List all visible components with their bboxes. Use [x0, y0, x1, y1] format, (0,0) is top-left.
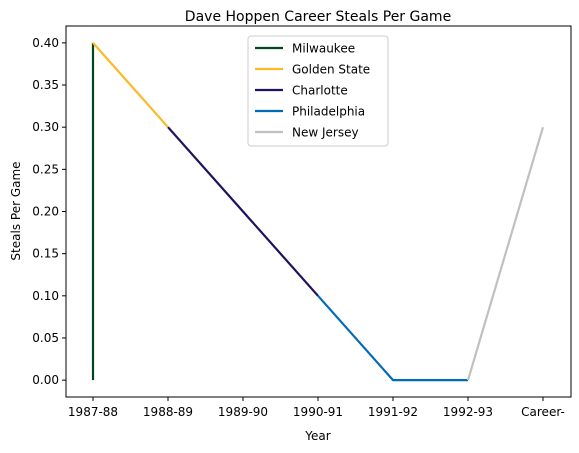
- series-line-golden-state: [92, 42, 169, 128]
- series-layer: [91, 42, 545, 382]
- legend-label: Milwaukee: [292, 42, 355, 56]
- x-axis: 1987-88 1988-89 1989-90 1990-91 1991-92 1992-…: [68, 397, 565, 419]
- chart-title: Dave Hoppen Career Steals Per Game: [185, 9, 451, 25]
- x-tick-label: 1989-90: [218, 405, 268, 419]
- legend-label: Charlotte: [292, 84, 348, 98]
- y-axis: 0.00 0.05 0.10 0.15 0.20 0.25 0.30 0.35 0.40: [32, 36, 66, 387]
- y-tick-label: 0.05: [32, 331, 59, 345]
- x-tick-label: 1991-92: [368, 405, 418, 419]
- x-tick-label: Career-: [521, 405, 565, 419]
- y-tick-label: 0.35: [32, 78, 59, 92]
- series-line-philadelphia: [317, 295, 468, 382]
- legend-label: Golden State: [292, 63, 370, 77]
- y-tick-label: 0.40: [32, 36, 59, 50]
- series-line-new-jersey: [466, 126, 545, 381]
- x-tick-label: 1987-88: [68, 405, 118, 419]
- y-tick-label: 0.00: [32, 373, 59, 387]
- legend-box: [247, 35, 389, 147]
- legend-label: New Jersey: [292, 126, 359, 140]
- y-tick-label: 0.10: [32, 289, 59, 303]
- x-tick-label: 1988-89: [143, 405, 193, 419]
- plot-frame: [65, 25, 572, 398]
- y-tick-label: 0.20: [32, 205, 59, 219]
- legend-label: Philadelphia: [292, 105, 365, 119]
- y-axis-label: Steals Per Game: [9, 161, 23, 260]
- x-axis-label: Year: [304, 429, 330, 443]
- legend: Milwaukee Golden State Charlotte Philadelph…: [247, 35, 389, 147]
- y-tick-label: 0.30: [32, 120, 59, 134]
- y-tick-label: 0.15: [32, 247, 59, 261]
- y-tick-label: 0.25: [32, 162, 59, 176]
- x-tick-label: 1992-93: [443, 405, 493, 419]
- series-line-charlotte: [167, 126, 319, 297]
- x-tick-label: 1990-91: [293, 405, 343, 419]
